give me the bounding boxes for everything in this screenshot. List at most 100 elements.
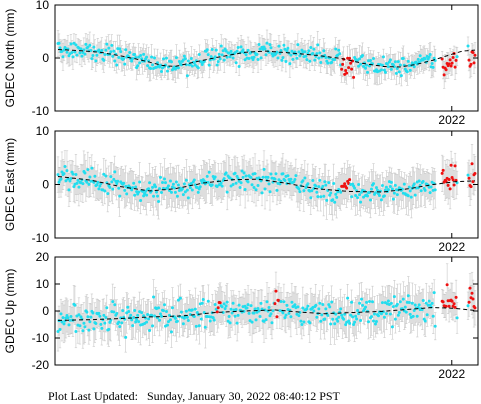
data-point xyxy=(415,314,419,318)
data-point xyxy=(321,302,325,306)
data-point xyxy=(396,60,400,64)
data-point xyxy=(193,183,197,187)
data-point xyxy=(124,335,128,339)
data-point xyxy=(74,172,78,176)
data-point xyxy=(193,63,197,67)
data-point xyxy=(130,188,134,192)
data-point xyxy=(294,174,298,178)
data-point xyxy=(166,320,170,324)
data-point xyxy=(303,176,307,180)
data-point xyxy=(275,50,279,54)
data-point xyxy=(421,299,425,303)
data-point xyxy=(375,188,379,192)
recent-data-point xyxy=(351,59,355,63)
data-point xyxy=(285,49,289,53)
data-point xyxy=(393,60,397,64)
data-point xyxy=(140,57,144,61)
data-point xyxy=(235,49,239,53)
data-point xyxy=(353,320,357,324)
data-point xyxy=(233,314,237,318)
data-point xyxy=(391,197,395,201)
data-point xyxy=(176,66,180,70)
data-point xyxy=(409,195,413,199)
data-point xyxy=(99,322,103,326)
recent-data-point xyxy=(218,301,222,305)
data-point xyxy=(193,307,197,311)
data-point xyxy=(282,43,286,47)
data-point xyxy=(323,317,327,321)
data-point xyxy=(158,318,162,322)
data-point xyxy=(318,301,322,305)
data-point xyxy=(413,303,417,307)
data-point xyxy=(217,52,221,56)
data-point xyxy=(466,44,470,48)
data-point xyxy=(297,50,301,54)
data-point xyxy=(351,315,355,319)
data-point xyxy=(377,193,381,197)
data-point xyxy=(271,309,275,313)
data-point xyxy=(332,182,336,186)
data-point xyxy=(137,190,141,194)
data-point xyxy=(205,174,209,178)
data-point xyxy=(182,182,186,186)
data-point xyxy=(77,185,81,189)
y-tick-label: 20 xyxy=(36,250,50,264)
data-point xyxy=(339,190,343,194)
data-point xyxy=(66,316,70,320)
recent-data-point xyxy=(275,315,279,319)
data-point xyxy=(113,59,117,63)
data-point xyxy=(92,45,96,49)
y-tick-label: 0 xyxy=(42,51,49,65)
data-point xyxy=(382,315,386,319)
data-point xyxy=(78,51,82,55)
data-point xyxy=(85,180,89,184)
data-point xyxy=(379,68,383,72)
data-point xyxy=(328,193,332,197)
data-point xyxy=(355,317,359,321)
recent-data-point xyxy=(347,66,351,70)
data-point xyxy=(326,61,330,65)
data-point xyxy=(366,194,370,198)
data-point xyxy=(276,56,280,60)
data-point xyxy=(416,57,420,61)
data-point xyxy=(395,193,399,197)
data-point xyxy=(308,321,312,325)
data-point xyxy=(251,58,255,62)
data-point xyxy=(330,300,334,304)
data-point xyxy=(252,311,256,315)
recent-data-point xyxy=(446,183,450,187)
data-point xyxy=(373,191,377,195)
data-point xyxy=(56,173,60,177)
data-point xyxy=(137,55,141,59)
data-point xyxy=(112,49,116,53)
recent-data-point xyxy=(453,164,457,168)
data-point xyxy=(386,299,390,303)
data-point xyxy=(369,198,373,202)
data-point xyxy=(243,188,247,192)
data-point xyxy=(382,194,386,198)
data-point xyxy=(324,55,328,59)
y-axis-label: GDEC North (mm) xyxy=(3,9,17,108)
data-point xyxy=(290,300,294,304)
recent-data-point xyxy=(442,73,446,77)
data-point xyxy=(313,58,317,62)
data-point xyxy=(145,320,149,324)
data-point xyxy=(302,189,306,193)
recent-data-point xyxy=(471,51,475,55)
data-point xyxy=(261,175,265,179)
data-point xyxy=(154,185,158,189)
data-point xyxy=(417,303,421,307)
data-point xyxy=(301,179,305,183)
data-point xyxy=(61,55,65,59)
data-point xyxy=(167,188,171,192)
data-point xyxy=(225,300,229,304)
data-point xyxy=(130,59,134,63)
data-point xyxy=(311,51,315,55)
data-point xyxy=(213,55,217,59)
data-point xyxy=(317,56,321,60)
data-point xyxy=(192,178,196,182)
data-point xyxy=(75,53,79,57)
data-point xyxy=(337,315,341,319)
data-point xyxy=(427,299,431,303)
data-point xyxy=(244,174,248,178)
